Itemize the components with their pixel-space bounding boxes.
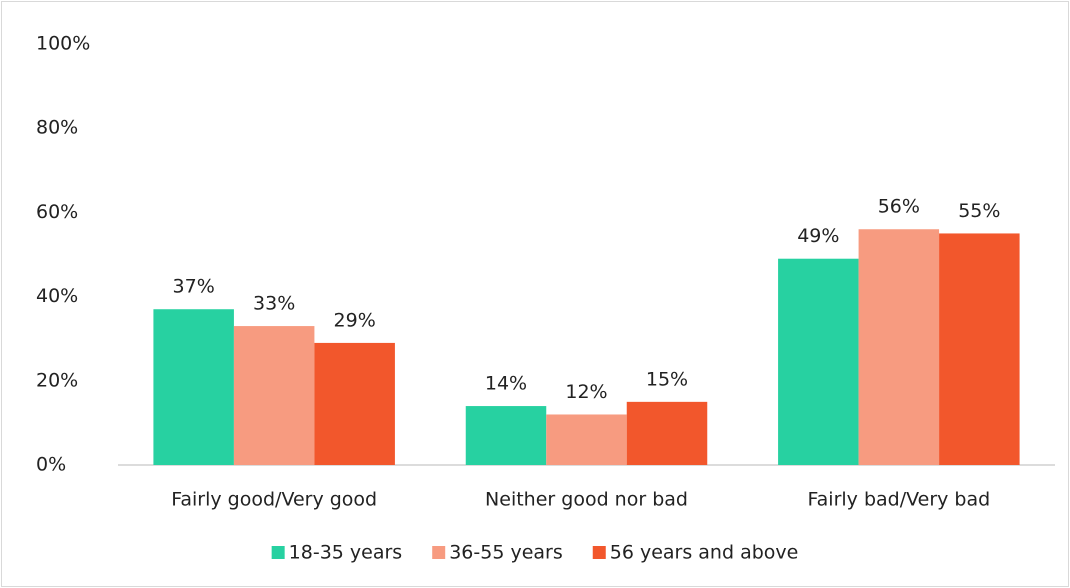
y-tick-label: 0% bbox=[36, 454, 66, 476]
data-label: 33% bbox=[253, 293, 295, 315]
x-tick-label: Fairly bad/Very bad bbox=[807, 489, 990, 511]
data-label: 15% bbox=[646, 368, 688, 390]
data-label: 55% bbox=[958, 200, 1000, 222]
bar bbox=[546, 414, 627, 465]
data-label: 37% bbox=[173, 276, 215, 298]
y-tick-label: 80% bbox=[36, 117, 78, 139]
bar bbox=[153, 309, 234, 465]
bar bbox=[939, 233, 1020, 465]
legend-label: 18-35 years bbox=[289, 542, 403, 564]
legend-swatch bbox=[592, 546, 606, 559]
bar bbox=[858, 229, 940, 465]
legend-label: 56 years and above bbox=[610, 542, 799, 564]
bar bbox=[233, 326, 315, 465]
bar bbox=[314, 342, 395, 465]
data-label: 14% bbox=[485, 373, 527, 395]
y-tick-label: 60% bbox=[36, 201, 78, 223]
data-label: 29% bbox=[334, 309, 376, 331]
x-tick-label: Neither good nor bad bbox=[485, 489, 688, 511]
data-label: 49% bbox=[797, 225, 839, 247]
legend-swatch bbox=[271, 546, 285, 559]
x-tick-label: Fairly good/Very good bbox=[171, 489, 377, 511]
legend-swatch bbox=[432, 546, 446, 559]
data-label: 56% bbox=[878, 196, 920, 218]
data-label: 12% bbox=[565, 381, 607, 403]
y-tick-label: 100% bbox=[36, 33, 90, 55]
bar bbox=[465, 406, 547, 465]
bar bbox=[778, 258, 859, 465]
y-tick-label: 20% bbox=[36, 369, 78, 391]
bar bbox=[626, 401, 708, 465]
legend-label: 36-55 years bbox=[449, 542, 563, 564]
y-tick-label: 40% bbox=[36, 285, 78, 307]
